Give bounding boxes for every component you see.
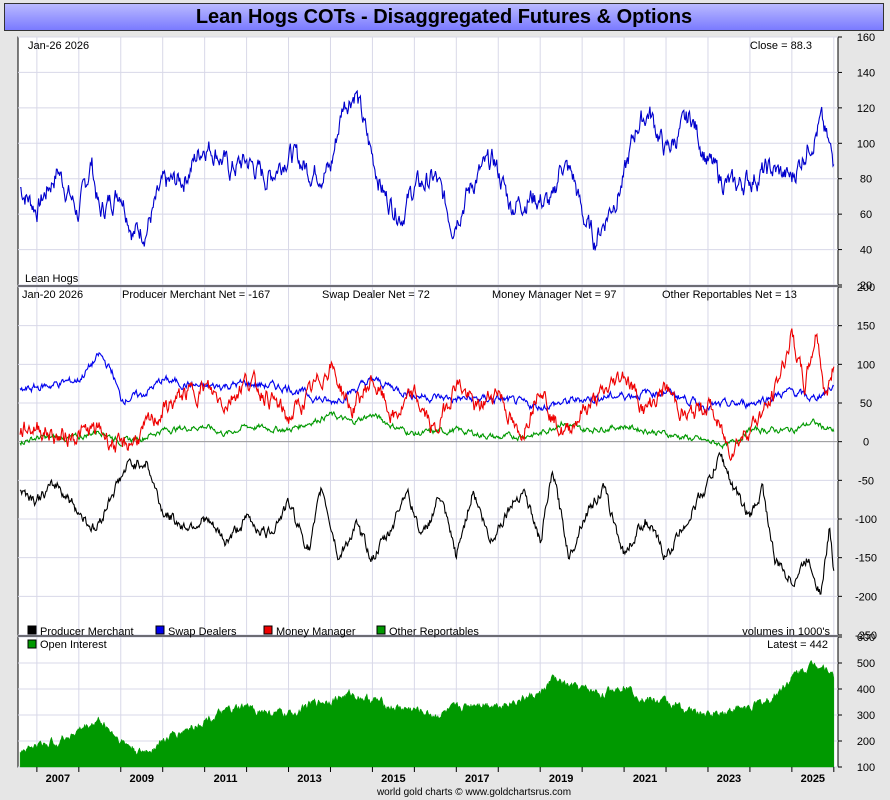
price-panel	[17, 36, 839, 286]
x-tick-label: 2007	[46, 773, 70, 785]
cot-ytick-label: -100	[855, 514, 877, 526]
cot-panel	[17, 286, 839, 636]
legend-swap: Swap Dealers	[168, 626, 237, 638]
money-net-label: Money Manager Net = 97	[492, 289, 616, 301]
cot-ytick-label: -50	[858, 475, 874, 487]
legend-swatch-other	[376, 625, 386, 635]
price-ytick-label: 20	[860, 280, 872, 292]
cot-ytick-label: 50	[860, 398, 872, 410]
footer-credit: world gold charts © www.goldchartsrus.co…	[376, 787, 571, 798]
chart-title: Lean Hogs COTs - Disaggregated Futures &…	[4, 3, 884, 31]
x-tick-label: 2013	[297, 773, 321, 785]
x-tick-label: 2023	[717, 773, 741, 785]
price-close-label: Close = 88.3	[750, 40, 812, 52]
oi-ytick-label: 600	[857, 632, 875, 644]
price-ytick-label: 160	[857, 32, 875, 44]
cot-ytick-label: -250	[855, 630, 877, 642]
oi-latest-label: Latest = 442	[767, 639, 828, 651]
lean-hogs-line	[20, 89, 835, 251]
producer-net-label: Producer Merchant Net = -167	[122, 289, 270, 301]
price-ytick-label: 80	[860, 174, 872, 186]
x-tick-label: 2017	[465, 773, 489, 785]
producer-merchant-line	[19, 451, 835, 595]
cot-date-label: Jan-20 2026	[22, 289, 83, 301]
cot-ytick-label: -150	[855, 553, 877, 565]
legend-producer: Producer Merchant	[40, 626, 134, 638]
cot-ytick-label: 0	[863, 437, 869, 449]
x-tick-label: 2025	[801, 773, 825, 785]
price-ytick-label: 140	[857, 67, 875, 79]
oi-ytick-label: 400	[857, 684, 875, 696]
legend-money: Money Manager	[276, 626, 356, 638]
x-tick-label: 2015	[381, 773, 405, 785]
other-reportables-line	[19, 410, 835, 450]
price-ytick-label: 120	[857, 103, 875, 115]
x-tick-label: 2011	[214, 773, 238, 785]
cot-ytick-label: 100	[857, 359, 875, 371]
cot-ytick-label: -200	[855, 591, 877, 603]
volumes-label: volumes in 1000's	[742, 626, 830, 638]
price-ytick-label: 60	[860, 209, 872, 221]
legend-swatch-oi	[27, 639, 37, 649]
oi-ytick-label: 100	[857, 762, 875, 774]
oi-ytick-label: 300	[857, 710, 875, 722]
price-ytick-label: 40	[860, 245, 872, 257]
cot-ytick-label: 200	[857, 282, 875, 294]
oi-ytick-label: 500	[857, 658, 875, 670]
oi-ytick-label: 200	[857, 736, 875, 748]
legend-open-interest: Open Interest	[40, 639, 107, 651]
x-tick-label: 2021	[633, 773, 657, 785]
x-tick-label: 2009	[129, 773, 153, 785]
cot-ytick-label: 150	[857, 321, 875, 333]
x-tick-label: 2019	[549, 773, 573, 785]
price-ytick-label: 100	[857, 138, 875, 150]
legend-swatch-producer	[27, 625, 37, 635]
legend-other: Other Reportables	[389, 626, 479, 638]
price-date-label: Jan-26 2026	[28, 40, 89, 52]
swap-net-label: Swap Dealer Net = 72	[322, 289, 430, 301]
legend-swatch-swap	[155, 625, 165, 635]
price-name-label: Lean Hogs	[25, 273, 79, 285]
other-net-label: Other Reportables Net = 13	[662, 289, 797, 301]
legend-swatch-money	[263, 625, 273, 635]
open-interest-area	[19, 659, 835, 768]
money-manager-line	[19, 328, 835, 462]
